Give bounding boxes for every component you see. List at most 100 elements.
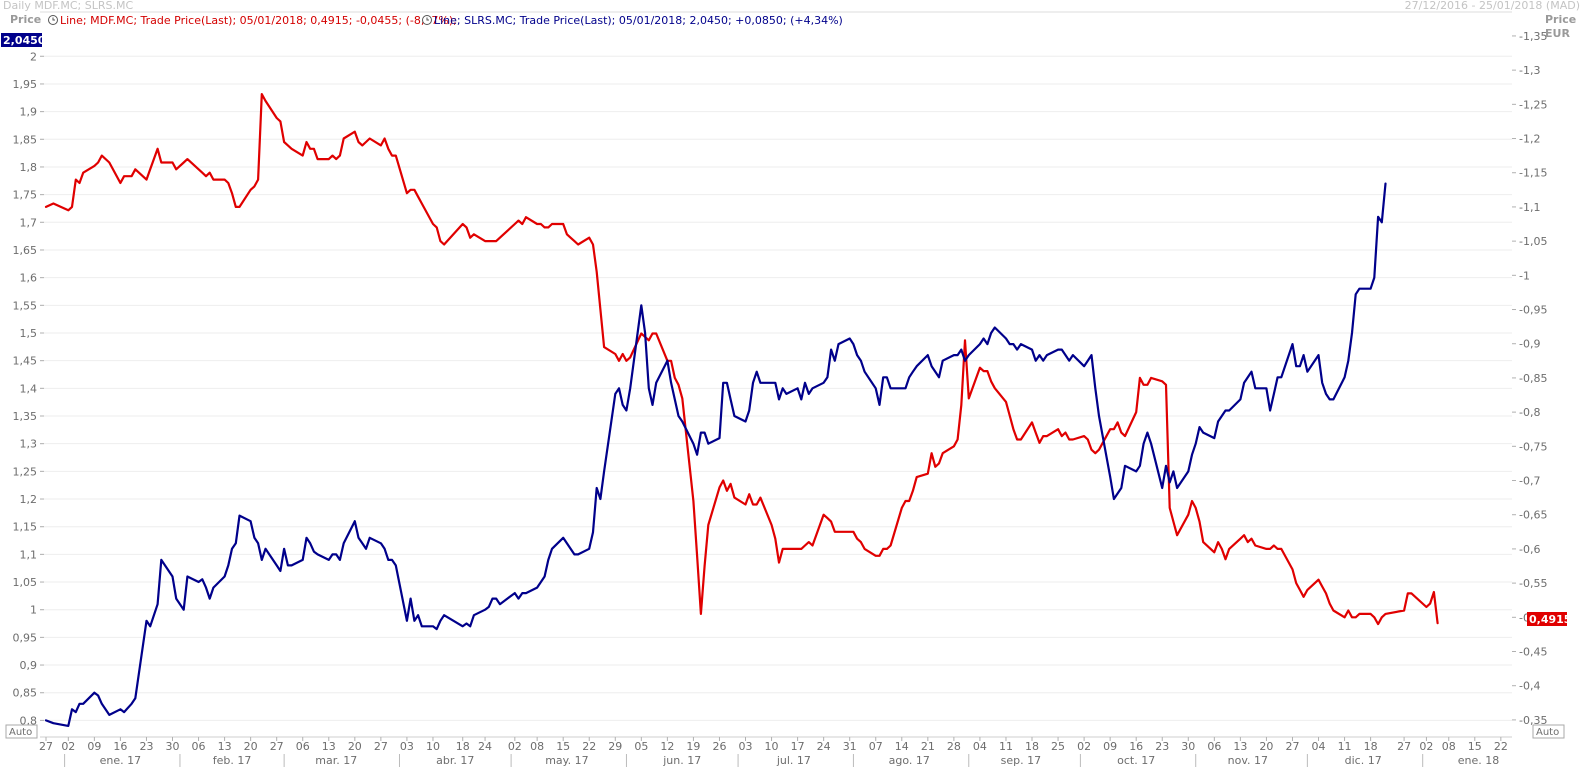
x-tick-label: 03 — [739, 740, 753, 753]
x-tick-label: 11 — [1338, 740, 1352, 753]
slrs-last-value: 2,0450 — [3, 34, 46, 47]
x-tick-label: 27 — [39, 740, 53, 753]
x-tick-label: 15 — [1468, 740, 1482, 753]
left-tick-label: 1,9 — [20, 106, 38, 119]
x-tick-label: 14 — [895, 740, 909, 753]
x-tick-label: 10 — [426, 740, 440, 753]
right-tick-label: -0,9 — [1519, 338, 1540, 351]
x-tick-label: 02 — [1077, 740, 1091, 753]
x-tick-label: 02 — [508, 740, 522, 753]
left-tick-label: 1,6 — [20, 272, 38, 285]
x-month-label: ene. 18 — [1458, 754, 1500, 767]
left-auto-label: Auto — [9, 727, 32, 738]
x-month-label: dic. 17 — [1345, 754, 1382, 767]
x-tick-label: 08 — [1442, 740, 1456, 753]
left-tick-label: 0,85 — [13, 687, 38, 700]
left-tick-label: 2 — [30, 50, 37, 63]
x-tick-label: 05 — [634, 740, 648, 753]
right-tick-label: -1,2 — [1519, 133, 1540, 146]
x-tick-label: 08 — [530, 740, 544, 753]
x-tick-label: 29 — [608, 740, 622, 753]
legend-slrs[interactable]: Line; SLRS.MC; Trade Price(Last); 05/01/… — [422, 14, 843, 27]
x-tick-label: 27 — [1397, 740, 1411, 753]
left-tick-label: 1,65 — [13, 244, 38, 257]
left-tick-label: 1,8 — [20, 161, 38, 174]
x-tick-label: 31 — [843, 740, 857, 753]
x-tick-label: 10 — [765, 740, 779, 753]
month-separators — [64, 754, 1424, 767]
x-tick-label: 02 — [61, 740, 75, 753]
right-tick-label: -1,3 — [1519, 64, 1540, 77]
x-tick-label: 18 — [1364, 740, 1378, 753]
x-tick-label: 27 — [270, 740, 284, 753]
right-tick-label: -0,7 — [1519, 475, 1540, 488]
left-tick-label: 1,3 — [20, 438, 38, 451]
x-tick-label: 06 — [296, 740, 310, 753]
right-tick-label: -0,75 — [1519, 440, 1547, 453]
x-month-label: sep. 17 — [1001, 754, 1041, 767]
right-axis-ticks: -0,35-0,4-0,45-0,5-0,55-0,6-0,65-0,7-0,7… — [1512, 30, 1547, 727]
x-month-label: jun. 17 — [662, 754, 701, 767]
legend-mdf[interactable]: Line; MDF.MC; Trade Price(Last); 05/01/2… — [48, 14, 457, 27]
x-tick-label: 20 — [348, 740, 362, 753]
x-month-label: feb. 17 — [213, 754, 252, 767]
x-tick-label: 19 — [686, 740, 700, 753]
right-tick-label: -1,15 — [1519, 167, 1547, 180]
x-tick-label: 02 — [1419, 740, 1433, 753]
series-line-mdf-mc — [44, 92, 1439, 626]
left-tick-label: 1,1 — [20, 548, 38, 561]
x-month-label: jul. 17 — [776, 754, 811, 767]
legend-slrs-label: Line; SLRS.MC; Trade Price(Last); 05/01/… — [434, 14, 843, 27]
left-tick-label: 1,4 — [20, 382, 38, 395]
x-tick-label: 17 — [791, 740, 805, 753]
slrs-last-value-tag: 2,0450 — [1, 33, 46, 47]
right-tick-label: -0,65 — [1519, 509, 1547, 522]
left-tick-label: 1,35 — [13, 410, 38, 423]
left-tick-label: 1,2 — [20, 493, 38, 506]
x-tick-label: 13 — [322, 740, 336, 753]
right-auto-button[interactable]: Auto — [1532, 724, 1565, 739]
mdf-last-value: 0,4915 — [1529, 613, 1571, 626]
x-tick-label: 13 — [218, 740, 232, 753]
clock-hands-icon — [426, 17, 429, 21]
x-tick-label: 09 — [87, 740, 101, 753]
left-tick-label: 1,15 — [13, 521, 38, 534]
right-axis-title: Price — [1545, 13, 1576, 26]
x-tick-label: 03 — [400, 740, 414, 753]
x-tick-label: 20 — [244, 740, 258, 753]
left-axis-title: Price — [10, 13, 41, 26]
date-range: 27/12/2016 - 25/01/2018 (MAD) — [1405, 0, 1580, 12]
right-tick-label: -0,35 — [1519, 714, 1547, 727]
x-tick-label: 21 — [921, 740, 935, 753]
x-tick-label: 06 — [1207, 740, 1221, 753]
x-tick-label: 12 — [660, 740, 674, 753]
left-tick-label: 1 — [30, 604, 37, 617]
series-line-slrs-mc — [44, 182, 1387, 728]
x-tick-label: 16 — [113, 740, 127, 753]
left-auto-box — [5, 724, 38, 739]
left-tick-label: 1,7 — [20, 216, 38, 229]
x-tick-label: 28 — [947, 740, 961, 753]
x-tick-label: 27 — [374, 740, 388, 753]
x-tick-label: 22 — [582, 740, 596, 753]
clock-hands-icon — [52, 17, 55, 21]
right-auto-label: Auto — [1536, 727, 1559, 738]
x-tick-label: 30 — [166, 740, 180, 753]
x-axis-month-labels: ene. 17 feb. 17 mar. 17 abr. 17 may. 17 jun. … — [100, 754, 1500, 767]
right-tick-label: -0,4 — [1519, 680, 1540, 693]
right-tick-label: -0,45 — [1519, 646, 1547, 659]
legend-mdf-label: Line; MDF.MC; Trade Price(Last); 05/01/2… — [60, 14, 457, 27]
x-tick-label: 22 — [1494, 740, 1508, 753]
left-tick-label: 1,25 — [13, 465, 38, 478]
left-auto-button[interactable]: Auto — [5, 724, 38, 739]
x-tick-label: 06 — [192, 740, 206, 753]
right-tick-label: -0,8 — [1519, 406, 1540, 419]
x-tick-label: 09 — [1103, 740, 1117, 753]
x-tick-label: 13 — [1233, 740, 1247, 753]
mdf-last-value-tag: 0,4915 — [1527, 612, 1571, 626]
right-tick-label: -0,55 — [1519, 577, 1547, 590]
left-tick-label: 1,85 — [13, 133, 38, 146]
x-tick-label: 18 — [1025, 740, 1039, 753]
right-axis-unit: EUR — [1545, 27, 1570, 40]
